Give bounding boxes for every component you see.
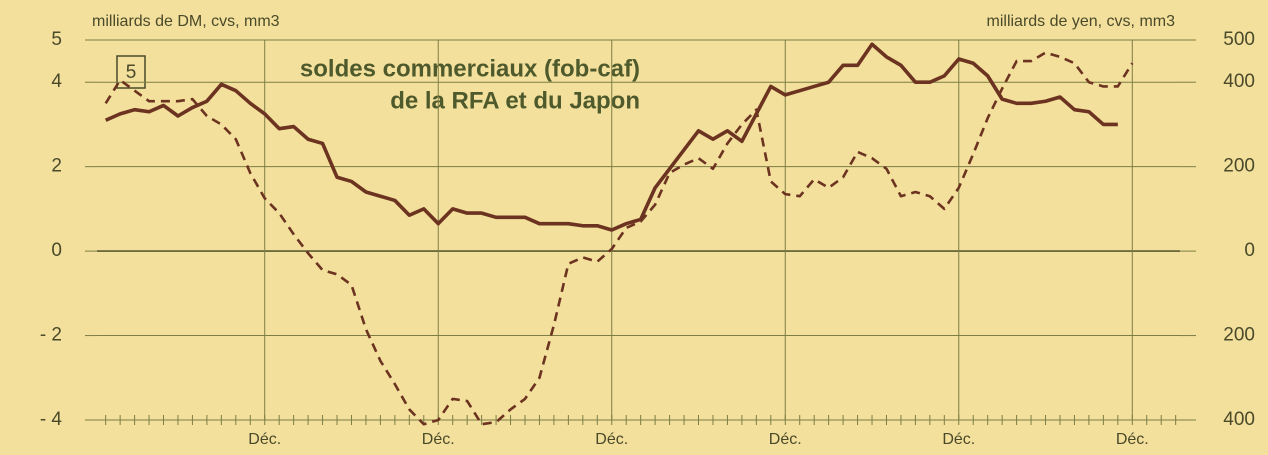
chart-title: de la RFA et du Japon: [390, 87, 640, 114]
x-tick-label: Déc.: [595, 431, 628, 448]
y-tick-label: - 2: [40, 325, 62, 346]
y-tick-label: 5: [51, 29, 62, 50]
number-box: [116, 55, 146, 89]
y2-tick-label: 0: [1244, 240, 1255, 261]
data-line: [104, 51, 1134, 426]
x-tick-label: Déc.: [422, 431, 455, 448]
y2-tick-label: 400: [1223, 71, 1255, 92]
y-tick-label: 0: [51, 240, 62, 261]
y-axis-label: milliards de DM, cvs, mm3: [92, 13, 280, 30]
y2-axis-label: milliards de yen, cvs, mm3: [987, 13, 1176, 30]
x-tick-label: Déc.: [942, 431, 975, 448]
chart-number: 5: [126, 62, 137, 83]
y2-tick-label: 200: [1223, 156, 1255, 177]
y2-tick-label: 200: [1223, 325, 1255, 346]
x-tick-label: Déc.: [1116, 431, 1149, 448]
data-line: [104, 42, 1118, 232]
x-tick-label: Déc.: [769, 431, 802, 448]
y-tick-label: - 4: [40, 409, 63, 430]
chart-title: soldes commerciaux (fob-caf): [300, 55, 640, 82]
x-tick-label: Déc.: [248, 431, 281, 448]
y2-tick-label: 400: [1223, 409, 1255, 430]
y2-tick-label: 500: [1223, 29, 1255, 50]
y-tick-label: 4: [51, 71, 62, 92]
y-tick-label: 2: [51, 156, 62, 177]
